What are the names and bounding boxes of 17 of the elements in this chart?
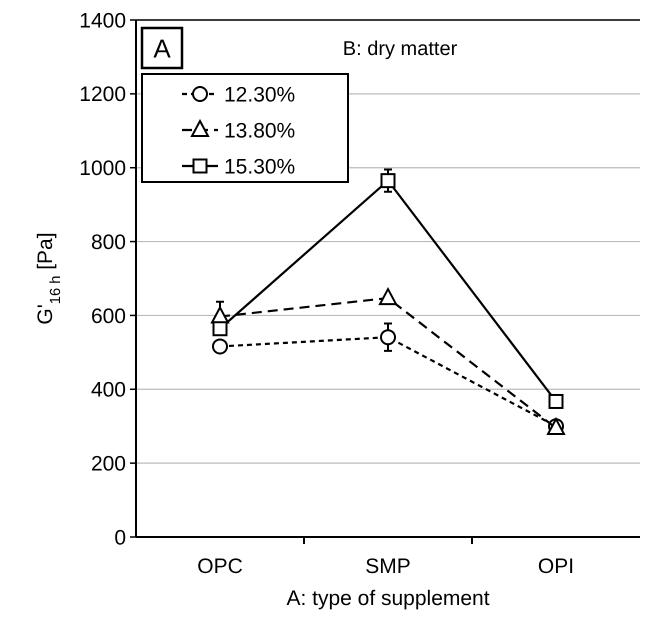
- annotation: A: [153, 33, 172, 64]
- legend-label: 15.30%: [224, 155, 296, 178]
- y-tick-label: 0: [114, 526, 126, 550]
- legend-label: 12.30%: [224, 83, 296, 106]
- y-tick-label: 400: [90, 378, 126, 402]
- y-tick-label: 800: [90, 230, 126, 254]
- y-tick-label: 200: [90, 452, 126, 476]
- legend-label: 13.80%: [224, 119, 296, 142]
- y-tick-label: 1400: [79, 9, 126, 32]
- legend-title: B: dry matter: [342, 38, 458, 60]
- x-tick-label: OPC: [197, 555, 243, 578]
- x-tick-label: SMP: [365, 555, 411, 578]
- x-axis-title: A: type of supplement: [286, 587, 490, 610]
- y-tick-label: 600: [90, 304, 126, 328]
- y-tick-label: 1200: [79, 83, 126, 106]
- x-tick-label: OPI: [538, 555, 574, 578]
- y-tick-label: 1000: [79, 157, 126, 180]
